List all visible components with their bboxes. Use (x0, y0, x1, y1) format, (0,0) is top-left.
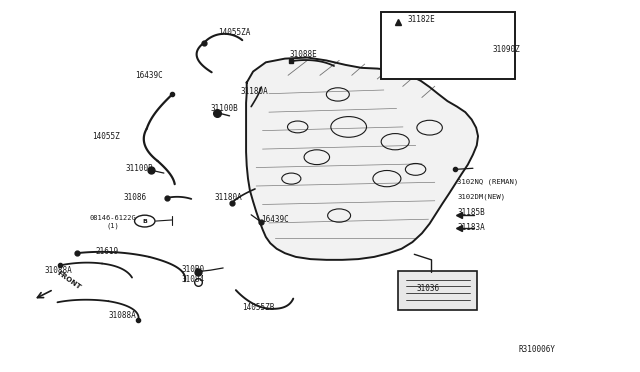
Text: 31086: 31086 (124, 193, 147, 202)
Text: 31100B: 31100B (125, 164, 154, 173)
Text: 31185B: 31185B (457, 208, 484, 217)
Polygon shape (246, 58, 478, 260)
Text: 14055ZA: 14055ZA (218, 28, 250, 37)
Text: 14055Z: 14055Z (92, 132, 120, 141)
Text: 31100B: 31100B (211, 104, 238, 113)
Text: 21619: 21619 (96, 247, 119, 256)
Text: 31090Z: 31090Z (492, 45, 520, 54)
Text: 16439C: 16439C (261, 215, 289, 224)
Text: FRONT: FRONT (56, 270, 82, 291)
Text: 31088A: 31088A (45, 266, 72, 275)
Text: B: B (142, 219, 147, 224)
Text: 31182E: 31182E (408, 15, 436, 24)
Text: 3102NQ (REMAN): 3102NQ (REMAN) (457, 178, 518, 185)
Text: 31084: 31084 (181, 275, 204, 283)
Text: R310006Y: R310006Y (519, 345, 556, 354)
FancyBboxPatch shape (397, 271, 477, 310)
FancyBboxPatch shape (381, 13, 515, 79)
Text: 31180A: 31180A (241, 87, 268, 96)
Text: 3102DM(NEW): 3102DM(NEW) (457, 194, 505, 201)
Text: 31183A: 31183A (457, 223, 484, 232)
Text: 14055ZB: 14055ZB (243, 302, 275, 312)
Text: 31036: 31036 (417, 284, 440, 293)
Text: 31088A: 31088A (108, 311, 136, 320)
Text: 31088E: 31088E (289, 51, 317, 60)
Text: 16439C: 16439C (135, 71, 163, 80)
Text: 310B0: 310B0 (181, 264, 204, 273)
Text: 31180A: 31180A (215, 193, 243, 202)
Text: 08146-6122G: 08146-6122G (90, 215, 136, 221)
Text: (1): (1) (106, 222, 119, 229)
